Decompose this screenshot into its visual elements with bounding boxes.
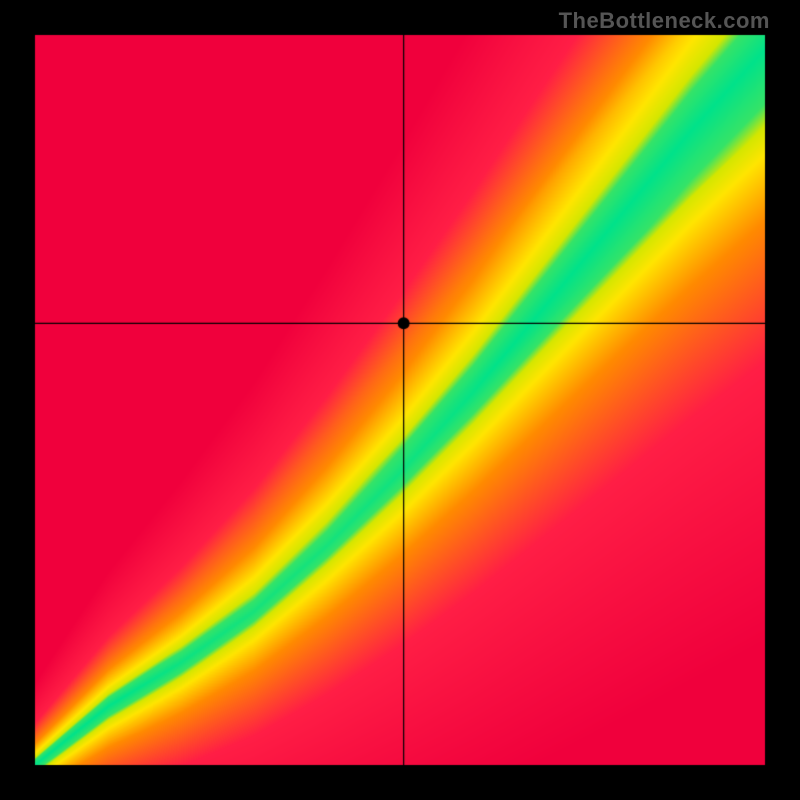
- chart-wrapper: TheBottleneck.com: [0, 0, 800, 800]
- bottleneck-heatmap-canvas: [0, 0, 800, 800]
- watermark-text: TheBottleneck.com: [559, 8, 770, 34]
